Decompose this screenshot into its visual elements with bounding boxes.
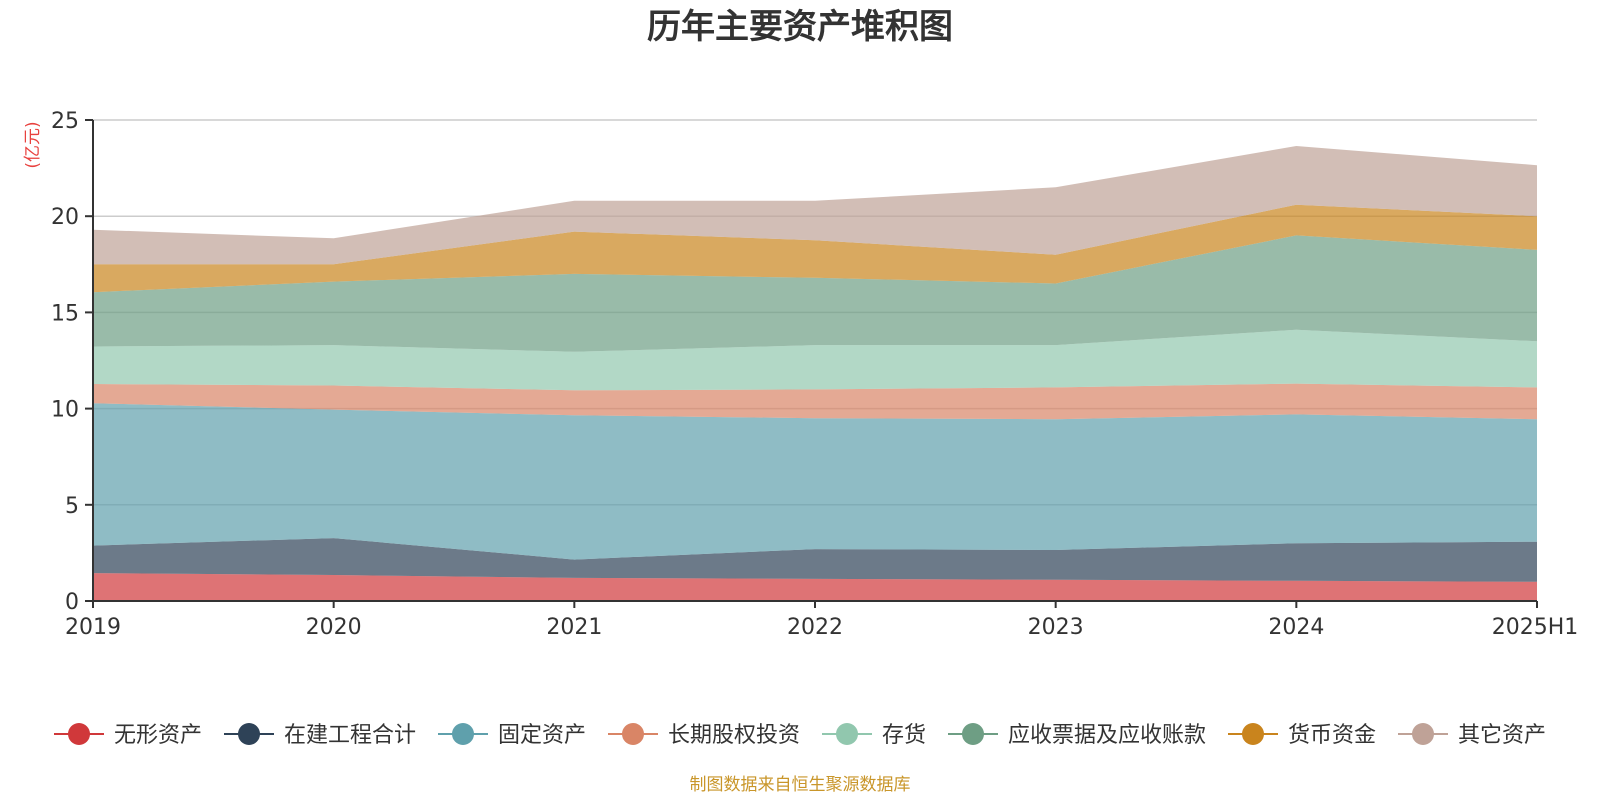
legend-label: 固定资产 bbox=[498, 723, 586, 748]
axes: 0 5 10 15 20 25 2019 2020 2021 2022 2023 2024 2025H1 bbox=[51, 109, 1578, 640]
legend-dot-marker bbox=[452, 723, 474, 745]
legend-label: 应收票据及应收账款 bbox=[1008, 723, 1206, 748]
y-tick-label: 5 bbox=[65, 494, 79, 519]
legend-item: 长期股权投资 bbox=[608, 723, 800, 748]
x-tick-label: 2025H1 bbox=[1492, 615, 1579, 640]
area-series-5 bbox=[93, 329, 1537, 391]
legend-label: 无形资产 bbox=[114, 723, 202, 748]
legend-label: 在建工程合计 bbox=[284, 723, 416, 748]
x-tick-label: 2022 bbox=[787, 615, 843, 640]
legend-item: 应收票据及应收账款 bbox=[948, 723, 1206, 748]
source-note: 制图数据来自恒生聚源数据库 bbox=[690, 775, 911, 795]
legend-item: 在建工程合计 bbox=[224, 723, 416, 748]
legend-dot-marker bbox=[238, 723, 260, 745]
y-tick-label: 20 bbox=[51, 205, 79, 230]
legend-item: 存货 bbox=[822, 723, 926, 748]
legend-item: 其它资产 bbox=[1398, 723, 1546, 748]
legend-item: 无形资产 bbox=[54, 723, 202, 748]
area-series-1 bbox=[93, 573, 1537, 601]
y-tick-label: 15 bbox=[51, 301, 79, 326]
legend-dot-marker bbox=[68, 723, 90, 745]
area-series-3 bbox=[93, 403, 1537, 560]
legend-dot-marker bbox=[962, 723, 984, 745]
legend-dot-marker bbox=[622, 723, 644, 745]
area-series-2 bbox=[93, 538, 1537, 582]
legend-label: 货币资金 bbox=[1288, 723, 1376, 748]
legend-dot-marker bbox=[836, 723, 858, 745]
area-series-group bbox=[93, 146, 1537, 601]
x-tick-label: 2021 bbox=[546, 615, 602, 640]
legend: 无形资产 在建工程合计 固定资产 长期股权投资 存货 应收票据及应收账款 货币资金 其它资产 bbox=[54, 723, 1546, 748]
area-series-6 bbox=[93, 235, 1537, 352]
x-tick-label: 2024 bbox=[1268, 615, 1324, 640]
x-tick-label: 2019 bbox=[65, 615, 121, 640]
legend-label: 其它资产 bbox=[1458, 723, 1546, 748]
legend-label: 存货 bbox=[882, 723, 926, 748]
legend-dot-marker bbox=[1242, 723, 1264, 745]
x-tick-label: 2020 bbox=[306, 615, 362, 640]
legend-label: 长期股权投资 bbox=[668, 723, 800, 748]
x-tick-label: 2023 bbox=[1028, 615, 1084, 640]
y-axis-label: (亿元) bbox=[23, 121, 43, 168]
legend-item: 固定资产 bbox=[438, 723, 586, 748]
legend-dot-marker bbox=[1412, 723, 1434, 745]
area-series-4 bbox=[93, 383, 1537, 420]
y-tick-label: 10 bbox=[51, 398, 79, 423]
area-series-8 bbox=[93, 146, 1537, 265]
chart-title: 历年主要资产堆积图 bbox=[647, 7, 953, 47]
area-series-7 bbox=[93, 204, 1537, 293]
legend-item: 货币资金 bbox=[1228, 723, 1376, 748]
y-tick-label: 25 bbox=[51, 109, 79, 134]
y-tick-label: 0 bbox=[65, 590, 79, 615]
